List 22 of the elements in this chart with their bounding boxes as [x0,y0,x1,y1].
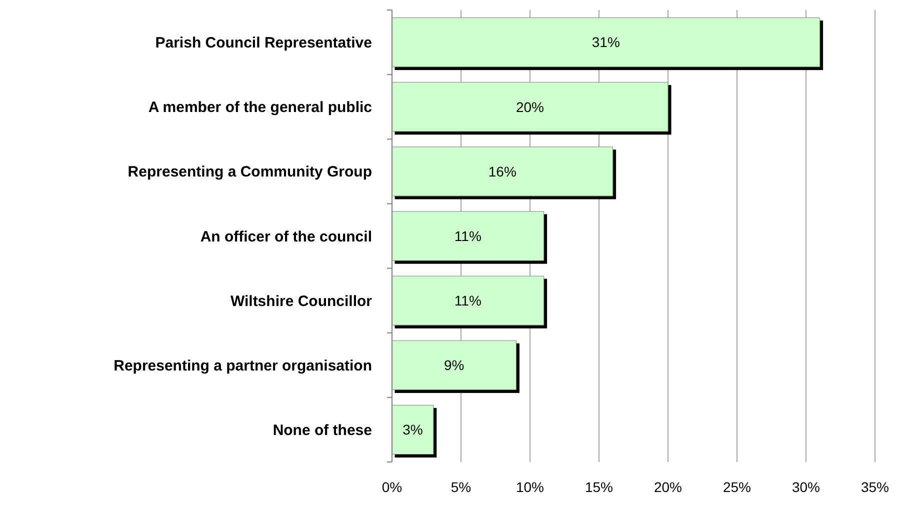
data-label: 20% [516,98,544,115]
x-tick-label: 25% [722,479,752,495]
data-label: 16% [488,163,516,180]
data-label: 31% [592,34,620,50]
data-label: 3% [402,422,423,438]
x-tick-label: 15% [584,479,614,495]
x-tick-label: 5% [450,479,472,495]
x-tick-label: 30% [792,479,820,495]
data-label: 11% [454,292,482,308]
data-label: 9% [444,357,464,374]
y-tick-label: A member of the general public [148,99,372,116]
y-tick-label: An officer of the council [200,228,372,246]
data-label: 11% [454,228,482,244]
x-tick-label: 10% [516,479,544,495]
y-tick-label: Wiltshire Councillor [230,292,372,310]
y-tick-label: Representing a Community Group [128,164,372,181]
x-tick-label: 20% [654,479,682,495]
y-tick-label: Parish Council Representative [155,34,372,52]
x-tick-label: 0% [382,479,402,495]
y-tick-label: Representing a partner organisation [114,357,372,374]
y-tick-label: None of these [272,422,372,439]
x-tick-label: 35% [860,479,890,495]
